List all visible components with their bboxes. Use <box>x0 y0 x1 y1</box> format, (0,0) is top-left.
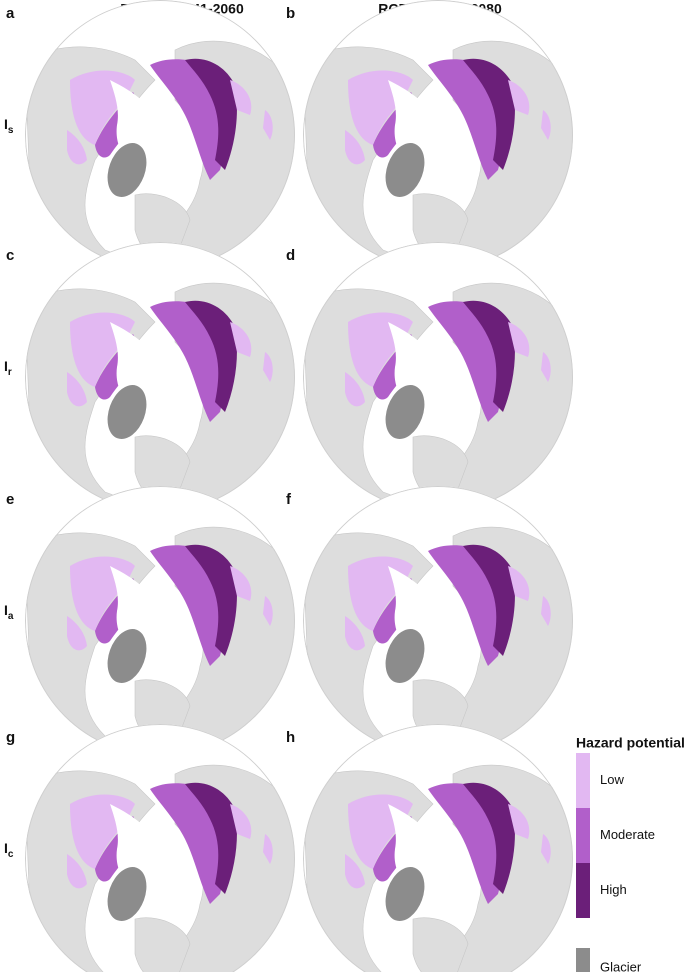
panel-letter: a <box>6 5 15 22</box>
row-label-sub: r <box>8 367 12 378</box>
legend-swatch <box>576 863 590 918</box>
panel-letter: c <box>6 247 14 264</box>
row-label: Ir <box>4 358 12 378</box>
legend-label: Moderate <box>600 827 655 842</box>
row-label-sub: s <box>8 125 14 136</box>
panel-letter: f <box>286 491 292 508</box>
map-panel <box>303 0 579 272</box>
legend-swatch <box>576 753 590 808</box>
legend-label: Glacier <box>600 959 642 972</box>
legend-label: High <box>600 882 627 897</box>
row-label: Ia <box>4 602 14 622</box>
legend-title: Hazard potential <box>576 735 685 751</box>
legend-swatch <box>576 948 590 977</box>
map-panel <box>303 724 579 972</box>
row-label-main: I <box>4 358 8 374</box>
map-panel <box>25 242 301 514</box>
row-label-sub: c <box>8 849 14 860</box>
map-panel <box>25 0 301 272</box>
row-label: Is <box>4 116 14 136</box>
map-panel <box>25 724 301 972</box>
map-panel <box>25 486 301 758</box>
panel-letter: h <box>286 729 295 746</box>
map-panel <box>303 242 579 514</box>
legend-label: Low <box>600 772 624 787</box>
row-label-main: I <box>4 840 8 856</box>
row-label-main: I <box>4 116 8 132</box>
row-label-main: I <box>4 602 8 618</box>
row-label: Ic <box>4 840 14 860</box>
row-label-sub: a <box>8 611 14 622</box>
map-panel <box>303 486 579 758</box>
panel-letter: g <box>6 729 15 746</box>
legend-items: Low Moderate High Glacier <box>576 753 655 977</box>
legend-swatch <box>576 808 590 863</box>
legend: Hazard potential Low Moderate High Glacier <box>576 735 685 977</box>
panel-letter: b <box>286 5 295 22</box>
panel-letter: e <box>6 491 14 508</box>
panel-letter: d <box>286 247 295 264</box>
